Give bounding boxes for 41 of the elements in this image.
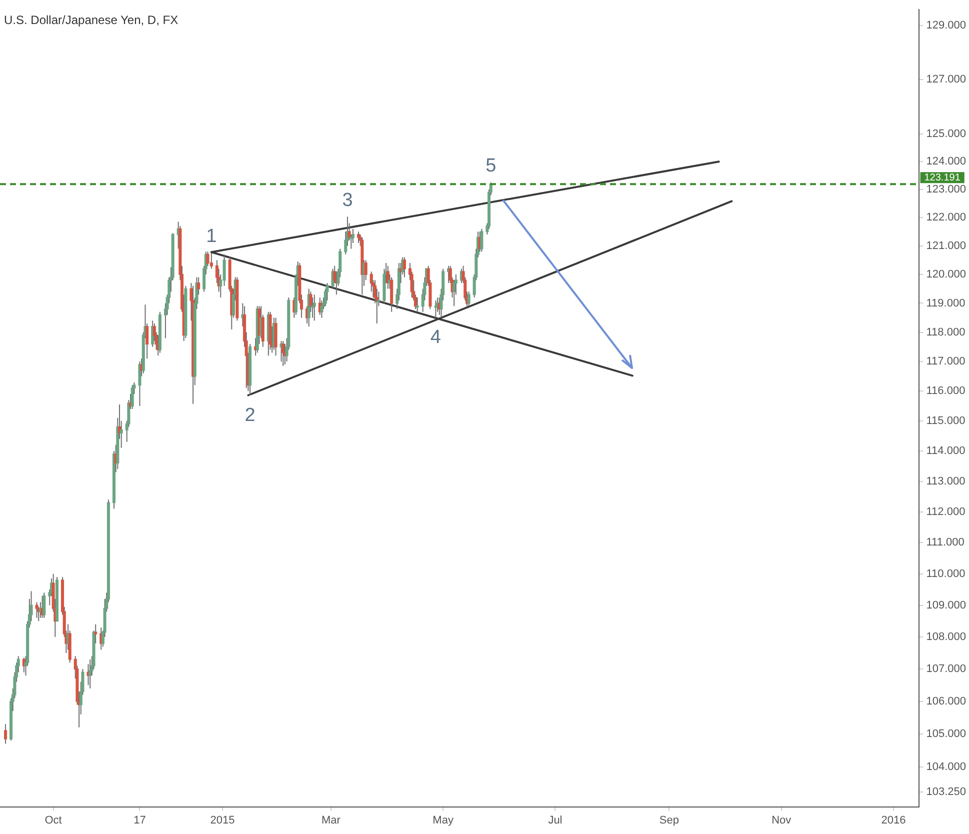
y-tick-label: 123.000 <box>926 183 966 196</box>
y-tick-label: 117.000 <box>926 356 966 368</box>
x-tick-label: Nov <box>772 814 792 826</box>
y-tick-label: 108.000 <box>926 631 966 644</box>
y-tick-label: 124.000 <box>926 156 966 168</box>
x-tick-label: Sep <box>659 814 679 826</box>
annotation: 2 <box>244 404 256 426</box>
y-tick-label: 116.000 <box>926 385 966 398</box>
y-tick-label: 129.000 <box>926 20 966 32</box>
y-tick-label: 115.000 <box>926 414 966 427</box>
annotation: 3 <box>342 190 353 211</box>
x-tick-label: May <box>432 814 454 826</box>
x-tick-label: Jul <box>548 814 562 826</box>
chart-title: U.S. Dollar/Japanese Yen, D, FX <box>4 12 178 27</box>
y-tick-label: 112.000 <box>926 506 966 518</box>
y-tick-label: 109.000 <box>926 599 966 612</box>
y-tick-label: 119.000 <box>926 297 966 310</box>
y-tick-label: 113.000 <box>926 475 966 488</box>
y-tick-label: 107.000 <box>926 663 966 676</box>
y-tick-label: 125.000 <box>926 128 966 140</box>
x-tick-label: 2015 <box>210 814 235 826</box>
x-tick-label: 17 <box>134 814 146 826</box>
y-tick-label: 111.000 <box>926 536 964 549</box>
y-tick-label: 118.000 <box>926 326 966 338</box>
x-tick-label: 2016 <box>881 814 906 826</box>
annotation: 5 <box>486 156 496 177</box>
y-tick-label: 120.000 <box>926 268 966 280</box>
ref-line-label: 123.191 <box>924 172 961 184</box>
y-tick-label: 110.000 <box>926 568 966 580</box>
x-tick-label: Mar <box>321 814 341 826</box>
annotation: 1 <box>206 226 217 248</box>
y-tick-label: 105.000 <box>926 728 966 740</box>
annotation: 4 <box>430 326 442 348</box>
x-tick-label: Oct <box>44 814 62 826</box>
y-tick-label: 114.000 <box>926 444 966 457</box>
y-tick-label: 121.000 <box>926 240 966 252</box>
y-tick-label: 127.000 <box>926 73 966 86</box>
y-tick-label: 104.000 <box>926 760 966 773</box>
y-tick-label: 122.000 <box>926 212 966 224</box>
y-tick-label: 103.250 <box>926 786 966 798</box>
y-tick-label: 106.000 <box>926 695 966 708</box>
